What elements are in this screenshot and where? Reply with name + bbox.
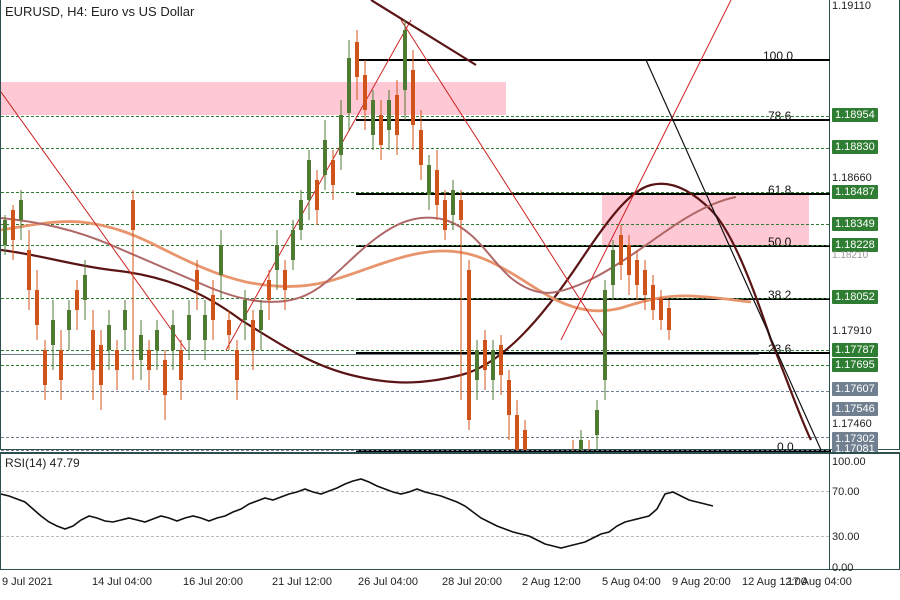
tick-18052: 1.18052: [832, 290, 878, 304]
date-tick-2: 16 Jul 20:00: [183, 576, 243, 588]
date-tick-7: 5 Aug 04:00: [602, 576, 661, 588]
candlestick-svg: [1, 0, 831, 450]
tick-18487: 1.18487: [832, 185, 878, 199]
tick-17910: 1.17910: [832, 325, 872, 337]
rsi-panel: RSI(14) 47.79: [0, 452, 830, 570]
date-tick-8: 9 Aug 20:00: [672, 576, 731, 588]
tick-17607: 1.17607: [832, 382, 878, 396]
price-scale-panel: 1.19110 1.18954 1.18830 1.18660 1.18510 …: [830, 0, 900, 450]
price-chart-panel: EURUSD, H4: Euro vs US Dollar 100.0 78.6…: [0, 0, 830, 450]
trading-chart-app: EURUSD, H4: Euro vs US Dollar 100.0 78.6…: [0, 0, 900, 600]
dash-17081: [1, 450, 829, 451]
rsi-tick-100: 100.00: [832, 456, 866, 468]
tick-19110: 1.19110: [832, 0, 871, 12]
candle-group-rally: [291, 20, 463, 400]
date-axis-panel: 9 Jul 2021 14 Jul 04:00 16 Jul 20:00 21 …: [0, 572, 830, 600]
rsi-tick-0: 0.00: [832, 562, 853, 574]
rsi-line-svg: [1, 454, 831, 572]
date-tick-3: 21 Jul 12:00: [272, 576, 332, 588]
rsi-scale-panel: 100.00 70.00 30.00 0.00: [830, 452, 900, 570]
tick-17695: 1.17695: [832, 358, 878, 372]
tick-18660: 1.18660: [832, 172, 872, 184]
date-tick-4: 26 Jul 04:00: [358, 576, 418, 588]
chart-title: EURUSD, H4: Euro vs US Dollar: [5, 4, 194, 19]
tick-18349: 1.18349: [832, 217, 878, 231]
date-tick-1: 14 Jul 04:00: [92, 576, 152, 588]
tick-18210: 1.18210: [832, 250, 868, 261]
tick-17787: 1.17787: [832, 343, 878, 357]
candle-group-early: [3, 190, 287, 420]
date-tick-6: 2 Aug 12:00: [522, 576, 581, 588]
date-tick-0: 9 Jul 2021: [2, 576, 53, 588]
candle-group-decline: [611, 225, 671, 340]
date-tick-5: 28 Jul 20:00: [442, 576, 502, 588]
tick-18954: 1.18954: [832, 108, 878, 122]
candle-group-dip: [467, 260, 607, 450]
rsi-tick-70: 70.00: [832, 486, 860, 498]
date-tick-10: 17 Aug 04:00: [787, 576, 852, 588]
tick-17460: 1.17460: [832, 418, 872, 430]
rsi-tick-30: 30.00: [832, 531, 860, 543]
tick-18830: 1.18830: [832, 140, 878, 154]
tick-17546: 1.17546: [832, 402, 878, 416]
